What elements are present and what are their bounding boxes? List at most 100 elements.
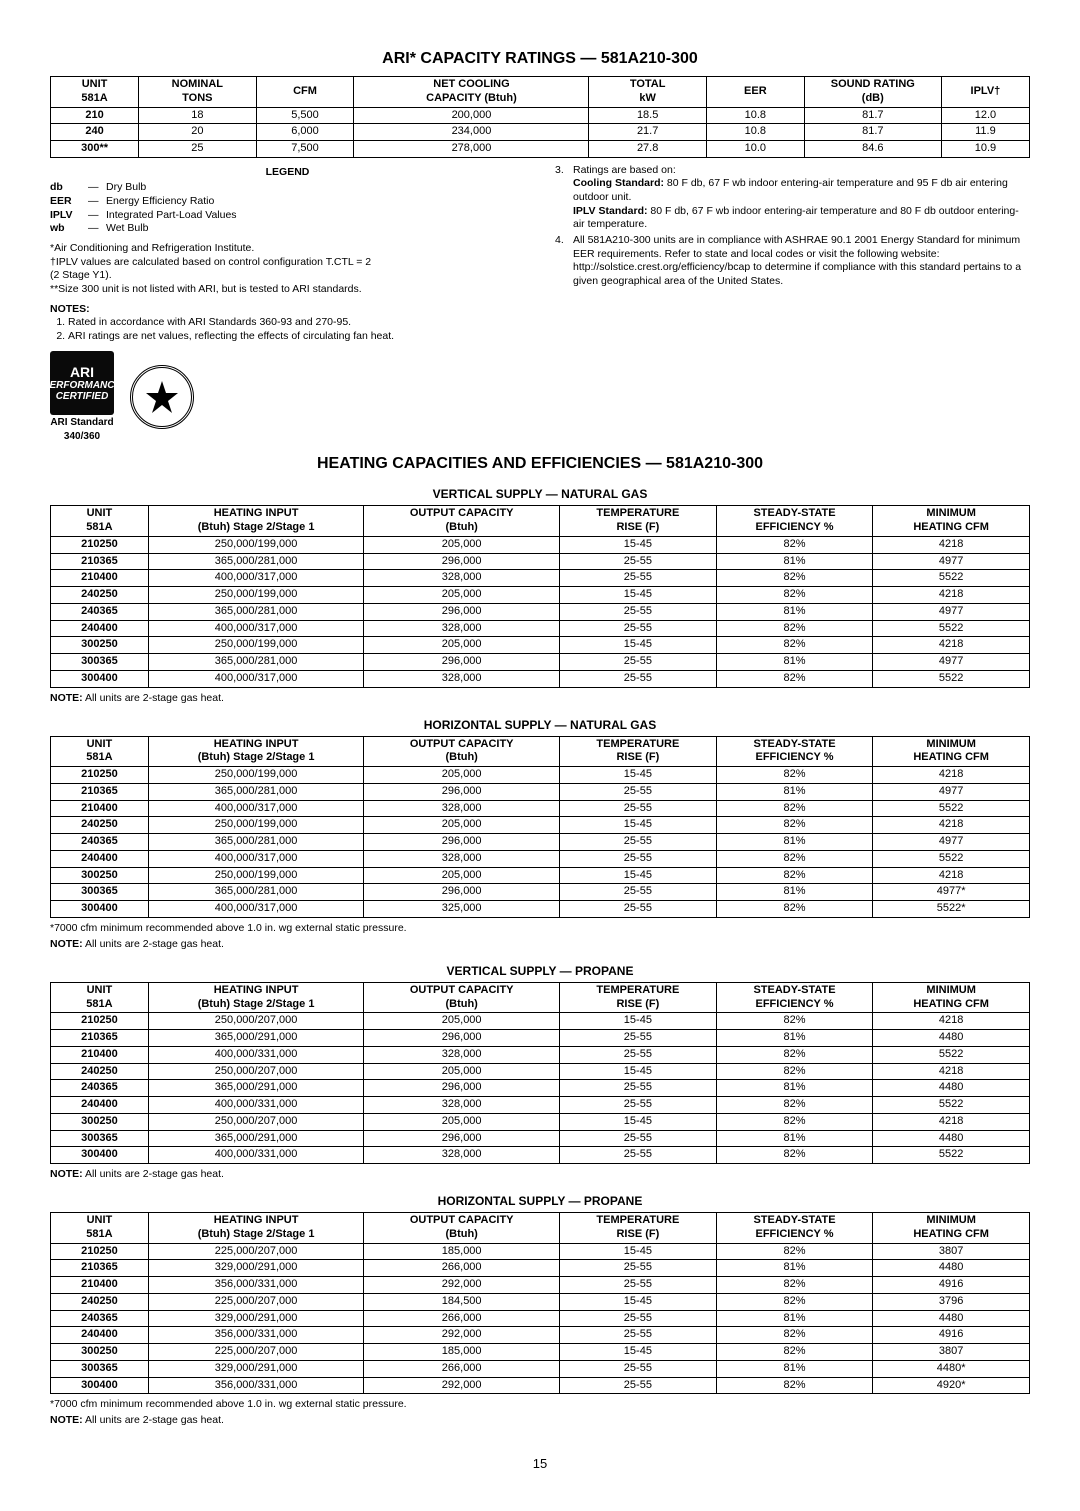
- heat-td: 328,000: [364, 1097, 560, 1114]
- heat-td: 81%: [716, 603, 873, 620]
- heat-td: 240250: [51, 587, 149, 604]
- heat-td: 4977: [873, 553, 1030, 570]
- heat-td: 250,000/199,000: [148, 767, 363, 784]
- heat-td: 15-45: [560, 817, 717, 834]
- heat-td: 296,000: [364, 603, 560, 620]
- heat-td: 15-45: [560, 536, 717, 553]
- heat-th: STEADY-STATEEFFICIENCY %: [716, 982, 873, 1013]
- heat-td: 400,000/317,000: [148, 901, 363, 918]
- heat-td: 329,000/291,000: [148, 1360, 363, 1377]
- heat-td: 4920*: [873, 1377, 1030, 1394]
- ari-td: 25: [139, 141, 256, 158]
- heat-td: 400,000/317,000: [148, 570, 363, 587]
- heat-td: 25-55: [560, 553, 717, 570]
- ari-td: 20: [139, 124, 256, 141]
- ari-th: NOMINALTONS: [139, 77, 256, 108]
- badges-row: ARI PERFORMANCE CERTIFIED ARI Standard 3…: [50, 351, 525, 443]
- heat-td: 15-45: [560, 1013, 717, 1030]
- heat-td: 25-55: [560, 1327, 717, 1344]
- heat-td: 329,000/291,000: [148, 1310, 363, 1327]
- heat-td: 240400: [51, 1327, 149, 1344]
- heat-td: 400,000/317,000: [148, 670, 363, 687]
- heat-td: 5522*: [873, 901, 1030, 918]
- heat-td: 365,000/291,000: [148, 1080, 363, 1097]
- ari-td: 200,000: [354, 107, 589, 124]
- heat-td: 25-55: [560, 783, 717, 800]
- section-footnote: NOTE: All units are 2-stage gas heat.: [50, 692, 1030, 704]
- heat-td: 15-45: [560, 1063, 717, 1080]
- heat-td: 210400: [51, 570, 149, 587]
- heat-th: STEADY-STATEEFFICIENCY %: [716, 736, 873, 767]
- section-footnote: NOTE: All units are 2-stage gas heat.: [50, 1168, 1030, 1180]
- heat-th: MINIMUMHEATING CFM: [873, 736, 1030, 767]
- heat-td: 25-55: [560, 1147, 717, 1164]
- heat-td: 82%: [716, 850, 873, 867]
- heat-td: 400,000/317,000: [148, 850, 363, 867]
- ari-th: IPLV†: [941, 77, 1029, 108]
- heat-td: 4977: [873, 834, 1030, 851]
- heat-th: HEATING INPUT(Btuh) Stage 2/Stage 1: [148, 506, 363, 537]
- heat-td: 250,000/199,000: [148, 867, 363, 884]
- heat-td: 225,000/207,000: [148, 1293, 363, 1310]
- heat-td: 328,000: [364, 800, 560, 817]
- heat-td: 205,000: [364, 1063, 560, 1080]
- heat-td: 3796: [873, 1293, 1030, 1310]
- heat-th: TEMPERATURERISE (F): [560, 736, 717, 767]
- title-heating: HEATING CAPACITIES AND EFFICIENCIES — 58…: [50, 455, 1030, 473]
- heat-td: 250,000/207,000: [148, 1013, 363, 1030]
- heat-td: 5522: [873, 1097, 1030, 1114]
- heat-td: 250,000/207,000: [148, 1113, 363, 1130]
- heat-td: 15-45: [560, 1293, 717, 1310]
- heat-td: 240400: [51, 1097, 149, 1114]
- heat-th: STEADY-STATEEFFICIENCY %: [716, 506, 873, 537]
- heat-td: 4218: [873, 817, 1030, 834]
- heat-td: 296,000: [364, 1130, 560, 1147]
- heat-td: 240250: [51, 1063, 149, 1080]
- heat-td: 5522: [873, 1046, 1030, 1063]
- heat-td: 328,000: [364, 620, 560, 637]
- heat-td: 4480: [873, 1130, 1030, 1147]
- heat-td: 25-55: [560, 603, 717, 620]
- heat-td: 300400: [51, 1147, 149, 1164]
- heat-td: 25-55: [560, 901, 717, 918]
- heat-td: 205,000: [364, 1113, 560, 1130]
- heat-td: 300400: [51, 901, 149, 918]
- heat-td: 300365: [51, 884, 149, 901]
- heat-td: 356,000/331,000: [148, 1277, 363, 1294]
- heat-td: 210365: [51, 1030, 149, 1047]
- ari-td: 84.6: [804, 141, 941, 158]
- section-title: VERTICAL SUPPLY — NATURAL GAS: [50, 487, 1030, 501]
- heat-td: 82%: [716, 1013, 873, 1030]
- heat-td: 4480: [873, 1080, 1030, 1097]
- heat-td: 5522: [873, 800, 1030, 817]
- ari-badge-l1: ARI: [70, 365, 94, 380]
- heat-th: HEATING INPUT(Btuh) Stage 2/Stage 1: [148, 982, 363, 1013]
- heat-td: 81%: [716, 654, 873, 671]
- heat-td: 4218: [873, 867, 1030, 884]
- heat-td: 240250: [51, 1293, 149, 1310]
- heat-td: 296,000: [364, 834, 560, 851]
- section-footnote: *7000 cfm minimum recommended above 1.0 …: [50, 1398, 1030, 1410]
- ari-badge-l3: CERTIFIED: [56, 391, 109, 402]
- heat-td: 210400: [51, 1046, 149, 1063]
- heat-td: 81%: [716, 884, 873, 901]
- heat-td: 356,000/331,000: [148, 1327, 363, 1344]
- heat-td: 365,000/281,000: [148, 603, 363, 620]
- heat-td: 250,000/199,000: [148, 536, 363, 553]
- heat-td: 296,000: [364, 884, 560, 901]
- ari-td: 234,000: [354, 124, 589, 141]
- heat-td: 25-55: [560, 1130, 717, 1147]
- heat-td: 300365: [51, 1130, 149, 1147]
- heat-td: 82%: [716, 1113, 873, 1130]
- heat-td: 4916: [873, 1327, 1030, 1344]
- heat-td: 210400: [51, 1277, 149, 1294]
- heat-td: 300250: [51, 867, 149, 884]
- heat-td: 4218: [873, 767, 1030, 784]
- ari-td: 10.0: [706, 141, 804, 158]
- heat-td: 25-55: [560, 1310, 717, 1327]
- heat-th: HEATING INPUT(Btuh) Stage 2/Stage 1: [148, 736, 363, 767]
- heat-td: 210250: [51, 767, 149, 784]
- ari-th: CFM: [256, 77, 354, 108]
- ari-td: 12.0: [941, 107, 1029, 124]
- heat-td: 4218: [873, 1113, 1030, 1130]
